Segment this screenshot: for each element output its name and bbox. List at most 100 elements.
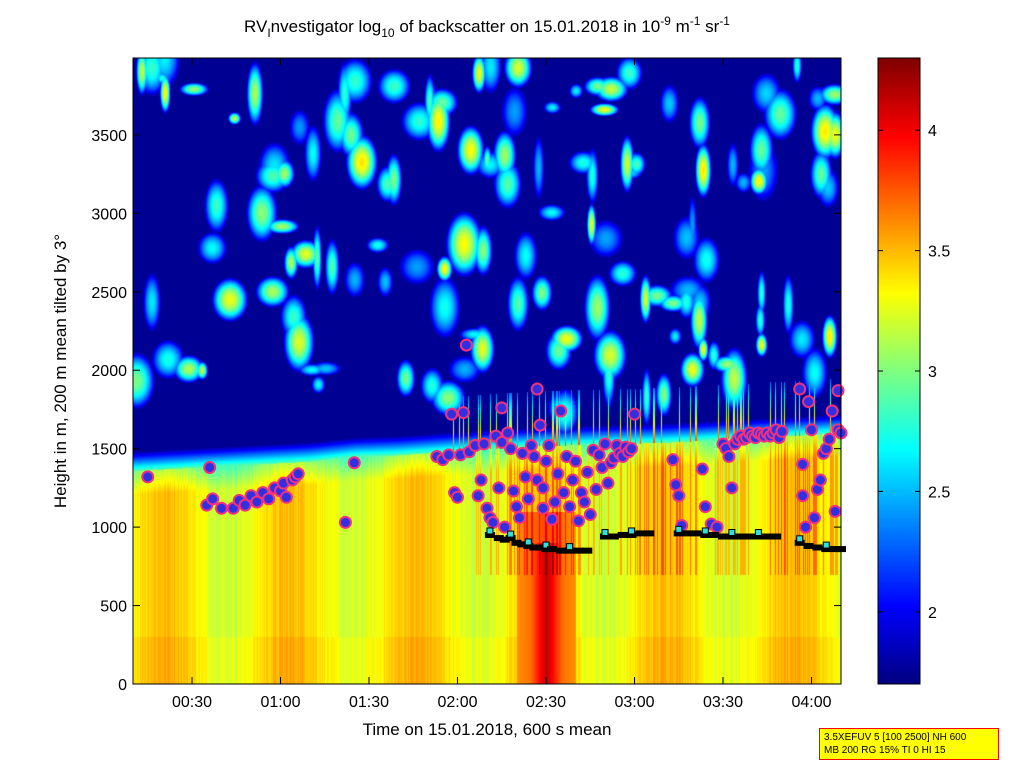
layer-marker	[583, 508, 597, 522]
lower-marker	[644, 530, 655, 537]
layer-marker	[338, 515, 352, 529]
layer-marker	[501, 426, 515, 440]
layer-marker	[598, 437, 612, 451]
lower-marker	[523, 542, 534, 549]
heatmap-area	[133, 58, 841, 684]
lower-marker-square	[486, 527, 494, 535]
layer-marker	[539, 454, 553, 468]
layer-marker	[822, 432, 836, 446]
layer-marker	[445, 407, 459, 421]
colorbar-ticks: 2 2.5 3 3.5 4	[878, 123, 950, 622]
lower-marker	[744, 533, 755, 540]
lower-marker	[735, 533, 746, 540]
layer-marker	[291, 467, 305, 481]
layer-marker	[548, 495, 562, 509]
lower-marker	[753, 533, 764, 540]
x-axis-label: Time on 15.01.2018, 600 s mean	[363, 720, 612, 739]
layer-marker	[793, 382, 807, 396]
lower-marker-square	[524, 538, 532, 546]
lower-marker	[626, 531, 637, 538]
lower-marker	[600, 533, 610, 540]
colorbar-tick-label: 2.5	[928, 484, 950, 501]
layer-marker	[557, 486, 571, 500]
layer-marker	[498, 520, 512, 534]
x-axis-ticks: 00:30 01:00 01:30 02:00 02:30 03:00 03:30 04:00	[172, 58, 832, 711]
x-tick-label: 00:30	[172, 694, 212, 711]
lower-marker	[673, 530, 684, 537]
layer-marker	[566, 473, 580, 487]
lower-marker	[546, 546, 557, 553]
lower-marker-square	[601, 529, 609, 537]
lower-marker	[541, 546, 551, 553]
lower-marker	[709, 531, 720, 538]
layer-marker	[527, 450, 541, 464]
lower-marker	[682, 530, 693, 537]
layer-marker	[510, 500, 523, 514]
layer-marker	[507, 484, 521, 498]
lower-marker	[821, 546, 832, 553]
info-box: 3.5XEFUV 5 [100 2500] NH 600 MB 200 RG 1…	[819, 728, 999, 760]
y-axis-label: Height in m, 200 m mean tilted by 3°	[51, 234, 70, 508]
layer-marker	[628, 407, 641, 421]
layer-marker	[796, 457, 810, 471]
lower-marker	[511, 539, 522, 546]
layer-marker	[206, 492, 220, 506]
layer-marker	[695, 462, 709, 476]
info-line-1: 3.5XEFUV 5 [100 2500] NH 600	[824, 732, 967, 743]
layer-marker	[238, 498, 252, 512]
lower-marker	[830, 546, 841, 553]
lower-marker	[771, 533, 782, 540]
lower-marker	[617, 531, 628, 538]
lower-marker	[762, 533, 773, 540]
lower-marker	[555, 547, 566, 554]
layer-marker	[530, 382, 544, 396]
layer-marker	[459, 338, 473, 352]
layer-marker	[442, 448, 456, 462]
layer-marker	[262, 492, 276, 506]
x-tick-label: 04:00	[791, 694, 831, 711]
layer-marker	[518, 470, 532, 484]
lower-marker-square	[675, 525, 683, 533]
layer-marker	[666, 453, 680, 467]
lower-marker	[700, 531, 711, 538]
y-tick-label: 2000	[91, 363, 127, 380]
colorbar-tick-label: 3.5	[928, 244, 950, 261]
layer-marker	[577, 495, 591, 509]
layer-marker	[554, 404, 568, 418]
layer-marker	[536, 501, 550, 515]
layer-marker	[545, 512, 559, 526]
colorbar-area	[878, 58, 920, 684]
lower-marker	[573, 547, 584, 554]
layer-marker	[563, 500, 577, 514]
layer-marker	[279, 490, 293, 504]
layer-marker	[512, 511, 526, 525]
layer-marker	[250, 495, 264, 509]
lower-marker	[794, 539, 805, 546]
layer-marker	[141, 470, 155, 484]
layer-marker	[710, 520, 724, 534]
layer-marker	[828, 504, 842, 518]
layer-marker	[451, 490, 464, 504]
info-line-2: MB 200 RG 15% TI 0 HI 15	[824, 745, 946, 756]
layer-marker	[813, 473, 827, 487]
lower-marker-square	[822, 541, 830, 549]
lower-marker	[499, 536, 510, 543]
y-tick-label: 1000	[91, 520, 127, 537]
layer-marker	[725, 481, 739, 495]
lower-marker	[505, 535, 516, 542]
layer-marker	[456, 406, 470, 420]
layer-marker	[589, 482, 603, 496]
layer-marker	[625, 442, 639, 456]
layer-marker	[477, 437, 491, 451]
layer-markers	[141, 338, 848, 534]
lower-marker	[635, 530, 646, 537]
lower-marker	[493, 535, 504, 542]
layer-marker	[524, 439, 538, 453]
layer-marker	[486, 515, 500, 529]
plot-frame	[132, 57, 842, 685]
layer-marker	[802, 395, 816, 409]
lower-marker	[718, 533, 728, 540]
layer-marker	[601, 476, 615, 490]
lower-marker-square	[566, 543, 574, 551]
lower-marker-square	[507, 530, 515, 538]
